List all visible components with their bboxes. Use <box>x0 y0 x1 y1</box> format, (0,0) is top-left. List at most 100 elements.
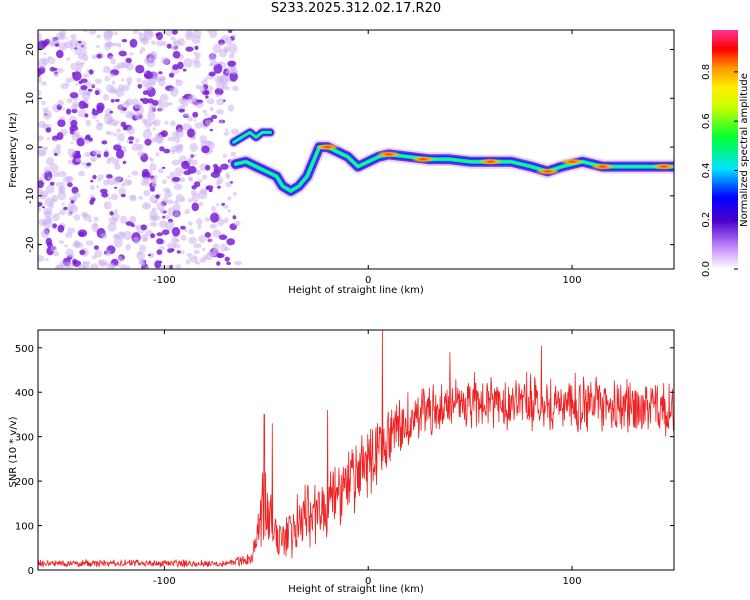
spectrogram-noise-blob <box>45 258 49 262</box>
spectrogram-noise-blob <box>158 105 165 112</box>
spectrogram-hot-spot <box>560 158 585 165</box>
spectrogram-noise-blob <box>135 64 145 74</box>
spectrogram-noise-blob <box>62 107 66 111</box>
spectrogram-noise-blob <box>48 40 56 48</box>
spectrogram-noise-blob <box>164 220 175 231</box>
spectrogram-noise-blob <box>109 73 115 78</box>
colorbar-tick-label: 0.6 <box>701 113 712 129</box>
spectrogram-noise-blob <box>39 193 48 200</box>
spectrogram-noise-blob <box>82 260 87 265</box>
spectrogram-noise-blob <box>149 163 157 171</box>
spectrogram-noise-blob <box>183 58 193 68</box>
spectrogram-noise-blob <box>180 225 186 230</box>
x-tick-label: 0 <box>365 275 371 286</box>
spectrogram-hot-spot <box>590 163 615 170</box>
spectrogram-noise-blob <box>66 83 70 86</box>
spectrogram-noise-blob <box>45 184 55 194</box>
spectrogram-noise-blob <box>55 43 59 47</box>
spectrogram-noise-blob <box>73 192 81 199</box>
spectrogram-noise-blob <box>156 249 163 255</box>
spectrogram-noise-blob <box>209 149 214 153</box>
spectrogram-noise-blob <box>164 265 171 269</box>
spectrogram-noise-blob <box>225 128 229 132</box>
spectrogram-noise-blob <box>143 30 153 36</box>
spectrogram-noise-blob <box>70 46 74 51</box>
spectrogram-noise-blob <box>117 142 121 146</box>
spectrogram-noise-blob <box>227 209 232 213</box>
spectrogram-noise-blob <box>67 182 73 188</box>
spectrogram-noise-blob <box>122 160 127 164</box>
spectrogram-noise-blob <box>52 213 60 222</box>
spectrogram-noise-blob <box>38 32 42 39</box>
spectrogram-noise-blob <box>186 128 195 138</box>
spectrogram-noise-blob <box>110 99 115 103</box>
spectrogram-noise-blob <box>49 181 55 186</box>
spectrogram-noise-blob <box>139 50 143 55</box>
spectrogram-noise-blob <box>141 171 151 179</box>
spectrogram-noise-blob <box>38 76 42 84</box>
spectrogram-noise-blob <box>71 103 79 110</box>
spectrogram-noise-blob <box>227 104 235 112</box>
spectrogram-noise-blob <box>224 86 231 91</box>
spectrogram-noise-blob <box>44 210 52 218</box>
spectrogram-noise-blob <box>223 204 229 209</box>
spectrogram-noise-blob <box>90 83 95 87</box>
spectrogram-noise-blob <box>220 120 224 124</box>
spectrogram-noise-blob <box>187 116 193 122</box>
spectrogram-noise-blob <box>191 159 198 166</box>
x-tick-label: -100 <box>153 576 176 587</box>
spectrogram-noise-blob <box>94 90 100 96</box>
spectrogram-noise-blob <box>173 211 180 218</box>
spectrogram-noise-blob <box>204 90 209 94</box>
spectrogram-noise-blob <box>115 175 122 182</box>
spectrogram-noise-blob <box>49 163 59 173</box>
spectrogram-noise-blob <box>171 149 176 155</box>
spectrogram-noise-blob <box>103 113 113 124</box>
spectrogram-noise-blob <box>162 41 167 46</box>
spectrogram-noise-blob <box>225 181 232 188</box>
spectrogram-noise-blob <box>223 131 230 136</box>
spectrogram-noise-blob <box>80 85 88 91</box>
spectrogram-noise-blob <box>146 128 151 132</box>
spectrogram-noise-blob <box>183 112 189 117</box>
spectrogram-noise-blob <box>84 151 92 158</box>
spectrogram-noise-blob <box>77 264 87 269</box>
spectrogram-noise-blob <box>211 114 218 119</box>
spectrogram-noise-blob <box>97 122 104 127</box>
spectrogram-noise-blob <box>112 42 119 47</box>
spectrogram-noise-blob <box>226 238 235 246</box>
spectrogram-noise-blob <box>107 222 117 232</box>
spectrogram-noise-blob <box>104 42 112 51</box>
spectrogram-noise-blob <box>216 98 225 106</box>
spectrogram-noise-blob <box>66 98 73 104</box>
y-tick-label: 200 <box>15 477 34 488</box>
spectrogram-noise-blob <box>150 158 154 163</box>
spectrogram-noise-blob <box>57 119 66 127</box>
spectrogram-noise-blob <box>232 85 239 91</box>
spectrogram-noise-blob <box>205 119 212 126</box>
spectrogram-noise-blob <box>65 37 69 40</box>
spectrogram-noise-blob <box>106 174 113 179</box>
spectrogram-noise-blob <box>76 137 85 147</box>
y-tick-label: -10 <box>25 188 36 204</box>
spectrogram-noise-blob <box>57 224 65 233</box>
spectrogram-noise-blob <box>201 174 208 180</box>
spectrogram-noise-blob <box>100 233 108 238</box>
spectrogram-noise-blob <box>142 90 148 96</box>
spectrogram-frame <box>37 29 675 270</box>
spectrogram-noise-blob <box>138 258 145 265</box>
spectrogram-noise-blob <box>136 252 146 260</box>
spectrogram-noise-blob <box>60 260 66 267</box>
spectrogram-noise-blob <box>148 252 155 259</box>
colorbar-tick-label: 0.2 <box>701 212 712 228</box>
spectrogram-noise-blob <box>194 45 199 50</box>
spectrogram-noise-blob <box>160 57 170 65</box>
spectrogram-noise-blob <box>41 173 46 178</box>
spectrogram-noise-blob <box>58 42 68 51</box>
spectrogram-noise-blob <box>144 138 152 146</box>
spectrogram-noise-blob <box>53 139 57 142</box>
spectrogram-noise-blob <box>131 170 139 176</box>
spectrogram-noise-blob <box>161 229 170 235</box>
spectrogram-noise-blob <box>108 216 118 225</box>
spectrogram-noise-blob <box>92 174 97 180</box>
